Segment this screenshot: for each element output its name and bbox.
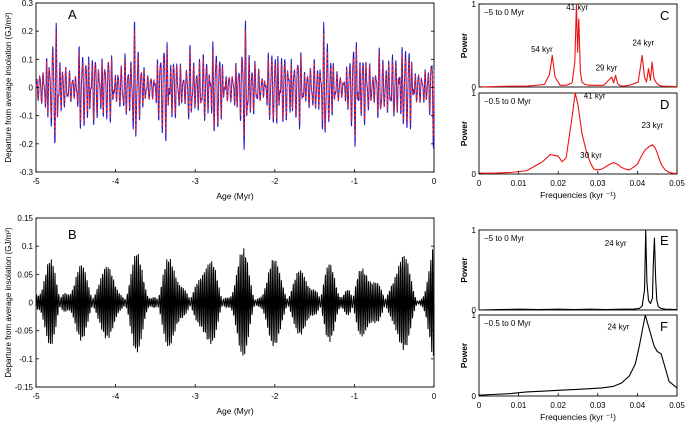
x-tick-label-b-3: -2 [271, 392, 279, 401]
x-tick-label-a-2: -3 [192, 177, 200, 186]
y-tick-label-a-5: 0.2 [22, 27, 34, 36]
panel-letter-e: E [660, 233, 669, 248]
spectrum-line-e [478, 229, 678, 311]
spectrum-line-c [478, 3, 678, 88]
y-axis-label-b: Departure from average insolation (GJ/m²… [4, 227, 13, 378]
x-tick-label-a-3: -2 [271, 177, 279, 186]
y-tick-label-a-1: -0.2 [19, 140, 33, 149]
y-tick-label-c-1: 1 [472, 0, 477, 9]
x-tick-label-f-2: 0.02 [550, 401, 566, 410]
range-label-f: −0.5 to 0 Myr [484, 319, 531, 328]
x-tick-label-a-0: -5 [32, 177, 40, 186]
spectrum-line-d [479, 92, 678, 175]
x-tick-label-f-3: 0.03 [590, 401, 606, 410]
y-tick-label-c-0: 0 [472, 83, 477, 92]
y-tick-label-d-0: 0 [472, 170, 477, 179]
peak-label-c-0: 54 kyr [531, 45, 553, 54]
peak-label-d-2: 23 kyr [642, 121, 664, 130]
x-tick-label-b-0: -5 [32, 392, 40, 401]
panel-letter-d: D [660, 97, 669, 112]
range-label-e: −5 to 0 Myr [484, 234, 525, 243]
y-tick-label-b-3: 0 [29, 299, 34, 308]
peak-label-d-1: 30 kyr [580, 151, 602, 160]
range-label-c: −5 to 0 Myr [484, 8, 525, 17]
peak-label-c-3: 24 kyr [632, 39, 654, 48]
panel-letter-f: F [660, 319, 668, 334]
y-axis-label-d: Power [459, 120, 469, 146]
x-tick-label-b-1: -4 [112, 392, 120, 401]
x-axis-label-d: Frequencies (kyr ⁻¹) [540, 190, 616, 200]
y-tick-label-a-3: 0 [29, 84, 34, 93]
x-tick-label-f-0: 0 [477, 401, 482, 410]
x-tick-label-d-0: 0 [477, 179, 482, 188]
y-tick-label-d-1: 1 [472, 89, 477, 98]
y-tick-label-a-0: -0.3 [19, 168, 33, 177]
y-tick-label-a-6: 0.3 [22, 0, 34, 8]
plot-frame-d [478, 92, 678, 175]
x-tick-label-b-5: 0 [432, 392, 437, 401]
peak-label-e-0: 24 kyr [605, 239, 627, 248]
y-tick-label-b-5: 0.1 [22, 242, 34, 251]
range-label-d: −0.5 to 0 Myr [484, 97, 531, 106]
x-tick-label-d-1: 0.01 [511, 179, 527, 188]
y-axis-label-e: Power [459, 257, 469, 283]
series-line-b-1 [35, 248, 435, 356]
x-tick-label-b-2: -3 [192, 392, 200, 401]
panel-letter-b: B [68, 227, 77, 242]
y-tick-label-a-2: -0.1 [19, 112, 33, 121]
x-tick-label-d-5: 0.05 [669, 179, 685, 188]
y-tick-label-a-4: 0.1 [22, 55, 34, 64]
y-axis-label-c: Power [459, 32, 469, 58]
x-tick-label-d-3: 0.03 [590, 179, 606, 188]
y-tick-label-b-0: -0.15 [15, 383, 34, 392]
plot-frame-c [478, 3, 678, 88]
panel-letter-a: A [68, 7, 77, 22]
y-tick-label-b-4: 0.05 [17, 270, 33, 279]
peak-label-c-1: 41 kyr [566, 3, 588, 12]
panel-letter-c: C [660, 8, 669, 23]
y-tick-label-b-2: -0.05 [15, 327, 34, 336]
x-tick-label-f-5: 0.05 [669, 401, 685, 410]
spectrum-line-f [478, 314, 678, 396]
y-axis-label-a: Departure from average insolation (GJ/m²… [4, 12, 13, 163]
x-axis-label-a: Age (Myr) [216, 191, 253, 201]
x-axis-label-b: Age (Myr) [216, 406, 253, 416]
x-tick-label-b-4: -1 [351, 392, 359, 401]
x-tick-label-f-4: 0.04 [630, 401, 646, 410]
x-tick-label-a-5: 0 [432, 177, 437, 186]
y-tick-label-e-1: 1 [472, 226, 477, 235]
y-tick-label-e-0: 0 [472, 306, 477, 315]
peak-label-c-2: 29 kyr [596, 63, 618, 72]
series-line-a-2 [35, 29, 435, 138]
plot-frame-f [478, 314, 678, 397]
x-tick-label-d-2: 0.02 [550, 179, 566, 188]
y-tick-label-b-1: -0.1 [19, 355, 33, 364]
x-tick-label-d-4: 0.04 [630, 179, 646, 188]
y-tick-label-f-0: 0 [472, 392, 477, 401]
x-axis-label-f: Frequencies (kyr ⁻¹) [540, 412, 616, 422]
peak-label-f-0: 24 kyr [607, 323, 629, 332]
y-axis-label-f: Power [459, 342, 469, 368]
x-tick-label-f-1: 0.01 [511, 401, 527, 410]
y-tick-label-f-1: 1 [472, 311, 477, 320]
x-tick-label-a-1: -4 [112, 177, 120, 186]
x-tick-label-a-4: -1 [351, 177, 359, 186]
peak-label-d-0: 41 kyr [584, 92, 606, 101]
y-tick-label-b-6: 0.15 [17, 214, 33, 223]
